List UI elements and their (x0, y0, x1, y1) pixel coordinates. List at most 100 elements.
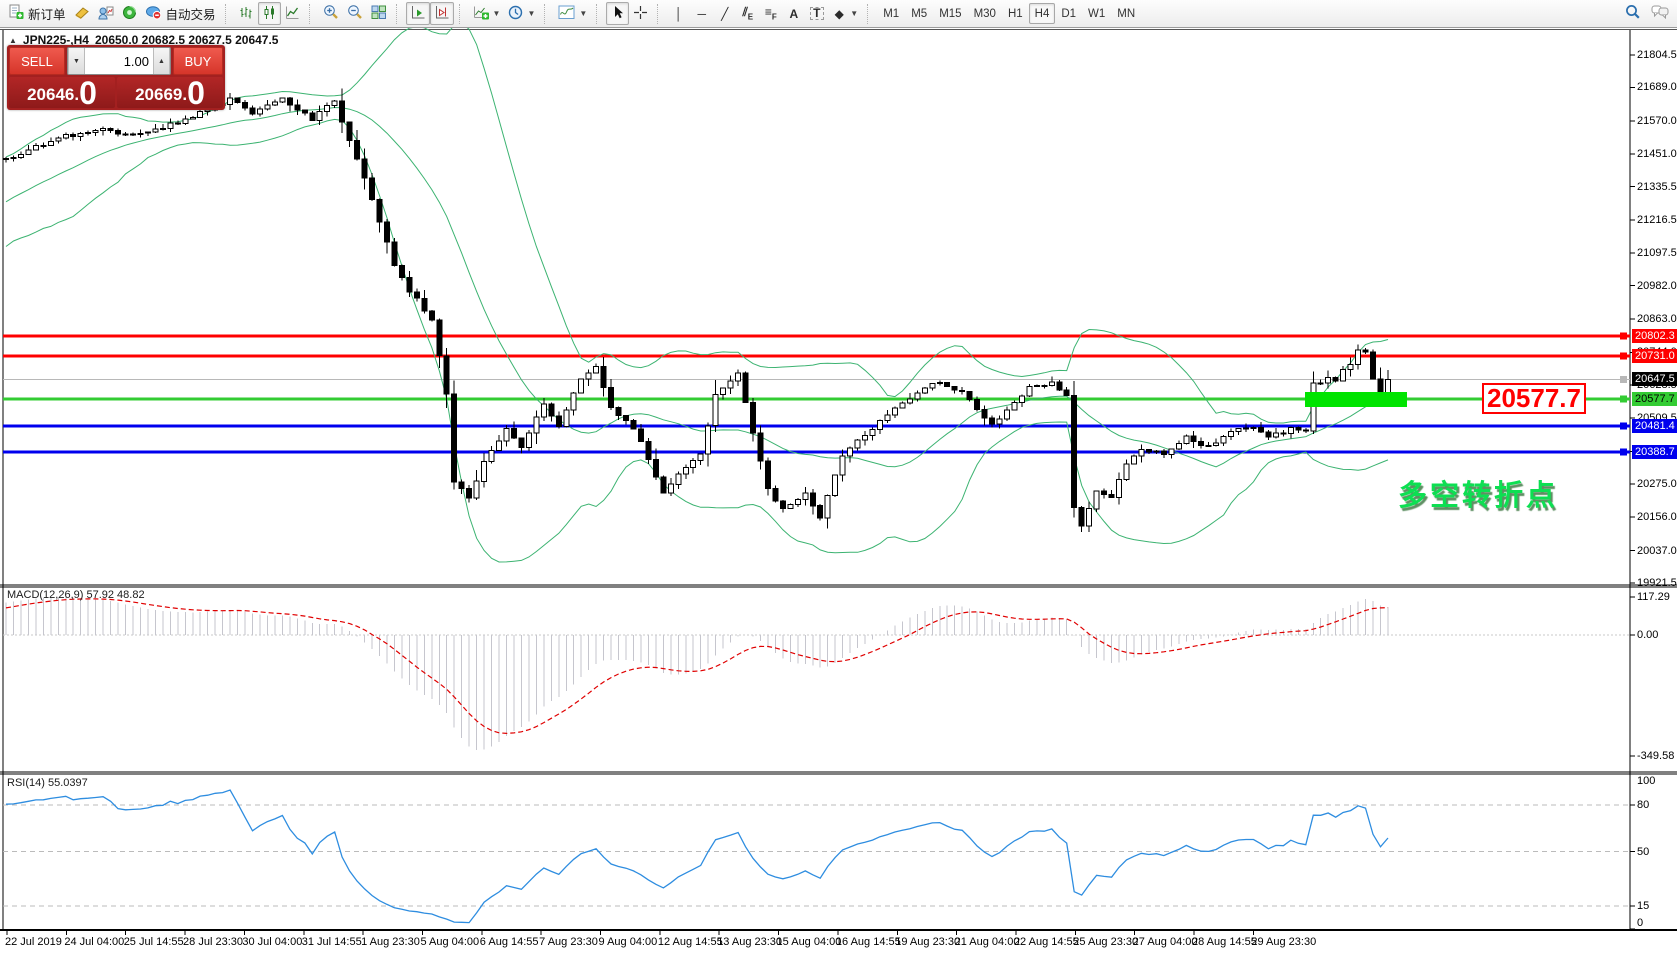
price-tick: 21451.0 (1637, 148, 1677, 161)
shapes-icon: ◆ (834, 6, 844, 21)
horizontal-line-icon: ─ (697, 6, 707, 21)
shapes-button[interactable]: ◆ ▼ (828, 2, 862, 25)
chevron-down-icon: ▼ (579, 9, 588, 18)
text-icon: A (789, 6, 799, 21)
buy-price-dot: . (182, 85, 188, 104)
text-button[interactable]: A (782, 2, 805, 25)
trendline-button[interactable]: ╱ (713, 2, 736, 25)
text-label-button[interactable]: T (805, 2, 828, 25)
toolbar-separator (544, 3, 550, 24)
price-tick: 21570.0 (1637, 114, 1677, 127)
crosshair-icon (633, 5, 648, 23)
time-tick: 30 Jul 04:00 (242, 936, 303, 948)
trendline-icon: ╱ (721, 6, 729, 21)
volume-decrease-button[interactable]: ▼ (68, 48, 85, 74)
zoom-in-button[interactable] (319, 2, 343, 25)
cursor-button[interactable] (606, 2, 630, 25)
vertical-line-button[interactable]: │ (667, 2, 690, 25)
time-tick: 29 Aug 23:30 (1251, 936, 1317, 948)
toolbar-separator (458, 3, 465, 24)
search-icon[interactable] (1625, 4, 1641, 25)
chart-bars-button[interactable] (235, 2, 258, 25)
toolbar-separator (224, 3, 231, 24)
time-tick: 6 Aug 14:55 (479, 936, 539, 948)
chart-candles-button[interactable] (257, 2, 281, 25)
profiles-button[interactable]: ▼ (504, 2, 539, 25)
chart-line-button[interactable] (281, 2, 304, 25)
toolbar-separator (596, 3, 602, 24)
toolbar-separator (657, 3, 663, 24)
rsi-axis-tick: 15 (1637, 899, 1650, 912)
level-label-20647.5: 20647.5 (1632, 372, 1677, 387)
new-order-button[interactable]: 新订单 (4, 2, 70, 25)
sell-price[interactable]: 20646. 0 (9, 77, 115, 109)
time-tick: 16 Aug 14:55 (835, 936, 901, 948)
terminal-button[interactable] (118, 2, 141, 25)
navigator-button[interactable] (94, 2, 118, 25)
market-watch-button[interactable] (70, 2, 94, 25)
turning-point-annotation[interactable]: 多空转折点 (1398, 480, 1559, 512)
autotrading-button[interactable]: 自动交易 (141, 2, 220, 25)
timeframe-m5-button[interactable]: M5 (911, 7, 928, 20)
crosshair-button[interactable] (629, 2, 652, 25)
new-chart-button[interactable]: ▼ (469, 2, 505, 25)
zoom-in-icon (323, 4, 339, 23)
level-label-20802.3: 20802.3 (1632, 329, 1677, 344)
timeframe-m15-button[interactable]: M15 (939, 7, 962, 20)
chat-icon[interactable] (1651, 4, 1669, 24)
equidistant-channel-button[interactable]: ⫽E (736, 2, 759, 25)
navigator-icon (98, 5, 114, 23)
timeframe-d1-button[interactable]: D1 (1061, 7, 1077, 20)
price-tick: 20863.0 (1637, 313, 1677, 325)
timeframe-h1-button[interactable]: H1 (1007, 7, 1023, 20)
time-tick: 15 Aug 04:00 (776, 936, 842, 948)
level-lines[interactable] (3, 332, 1630, 456)
auto-scroll-button[interactable] (405, 2, 430, 25)
fibonacci-button[interactable]: ≡F (759, 2, 782, 25)
zoom-out-icon (347, 4, 363, 23)
chart-shift-icon (434, 5, 450, 23)
volume-stepper: ▼ ▲ (67, 47, 171, 75)
market-watch-icon (74, 5, 90, 23)
rsi-axis-tick: 80 (1637, 799, 1650, 811)
macd-indicator-label: MACD(12,26,9) 57.92 48.82 (7, 589, 145, 601)
rsi-axis-tick: 50 (1637, 845, 1650, 858)
time-tick: 19 Aug 23:30 (895, 936, 961, 948)
rsi-line (5, 789, 1389, 924)
level-label-20388.7: 20388.7 (1632, 444, 1677, 459)
time-tick: 28 Aug 14:55 (1192, 936, 1257, 948)
horizontal-line-button[interactable]: ─ (690, 2, 713, 25)
timeframe-mn-button[interactable]: MN (1117, 7, 1136, 20)
buy-button[interactable]: BUY (173, 47, 223, 75)
buy-price[interactable]: 20669. 0 (117, 77, 223, 109)
timeframe-m1-button[interactable]: M1 (883, 7, 900, 20)
macd-axis-tick: 0.00 (1637, 629, 1659, 641)
volume-increase-button[interactable]: ▲ (153, 48, 170, 74)
rsi-axis-tick: 100 (1637, 775, 1656, 787)
zoom-out-button[interactable] (343, 2, 367, 25)
ohlc-readout: 20650.0 20682.5 20627.5 20647.5 (94, 33, 279, 47)
chart-shift-button[interactable] (429, 2, 454, 25)
timeframe-h4-button[interactable]: H4 (1028, 3, 1056, 24)
chevron-down-icon: ▼ (850, 9, 859, 18)
new-order-label: 新订单 (28, 8, 66, 22)
price-tick: 21335.5 (1637, 180, 1677, 193)
tile-windows-button[interactable] (367, 2, 391, 25)
toolbar-separator (308, 3, 315, 24)
timeframe-w1-button[interactable]: W1 (1088, 7, 1106, 20)
support-zone-highlight[interactable] (1305, 392, 1407, 407)
chart-plot-surface[interactable] (0, 28, 1677, 953)
chart-window[interactable]: ▲ JPN225-,H4 20650.0 20682.5 20627.5 206… (0, 28, 1677, 953)
indicators-button[interactable]: ▼ (554, 2, 591, 25)
time-tick: 22 Jul 2019 (5, 936, 62, 948)
collapse-panel-icon[interactable]: ▲ (9, 35, 17, 45)
macd-histogram (5, 597, 1389, 750)
timeframe-m30-button[interactable]: M30 (973, 7, 996, 20)
time-tick: 24 Jul 04:00 (64, 936, 125, 948)
chart-bars-icon (239, 5, 254, 23)
macd-signal-line (5, 598, 1389, 735)
volume-input[interactable] (85, 48, 153, 74)
profiles-icon (508, 5, 523, 23)
price-note-annotation[interactable]: 20577.7 (1482, 383, 1586, 414)
sell-button[interactable]: SELL (9, 47, 65, 75)
